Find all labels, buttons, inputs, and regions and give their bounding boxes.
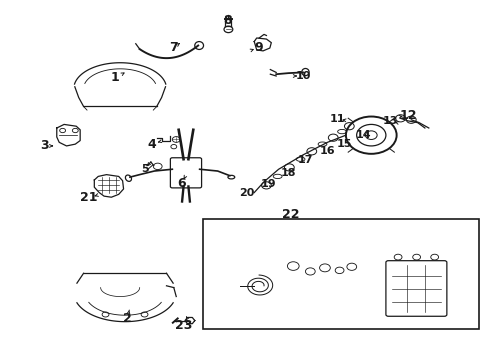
Text: 12: 12 xyxy=(398,109,416,122)
Text: 7: 7 xyxy=(169,41,178,54)
Text: 18: 18 xyxy=(280,168,296,178)
Text: 20: 20 xyxy=(239,188,254,198)
Text: 10: 10 xyxy=(295,71,310,81)
Bar xyxy=(203,220,478,329)
Text: 13: 13 xyxy=(382,116,398,126)
Text: 5: 5 xyxy=(141,164,148,174)
Text: 19: 19 xyxy=(261,179,276,189)
Text: 3: 3 xyxy=(40,139,49,152)
Text: 16: 16 xyxy=(319,146,334,156)
Text: 23: 23 xyxy=(175,319,192,332)
Text: 6: 6 xyxy=(177,177,185,190)
Text: 17: 17 xyxy=(297,155,312,165)
Text: 21: 21 xyxy=(80,192,97,204)
Text: 2: 2 xyxy=(123,311,132,325)
Text: 22: 22 xyxy=(282,208,299,221)
Text: 4: 4 xyxy=(147,138,156,150)
Text: 15: 15 xyxy=(336,139,351,149)
Text: 14: 14 xyxy=(355,130,371,140)
Text: 9: 9 xyxy=(254,41,263,54)
Text: 1: 1 xyxy=(111,71,120,84)
Text: 8: 8 xyxy=(223,14,231,27)
Text: 11: 11 xyxy=(329,114,344,124)
